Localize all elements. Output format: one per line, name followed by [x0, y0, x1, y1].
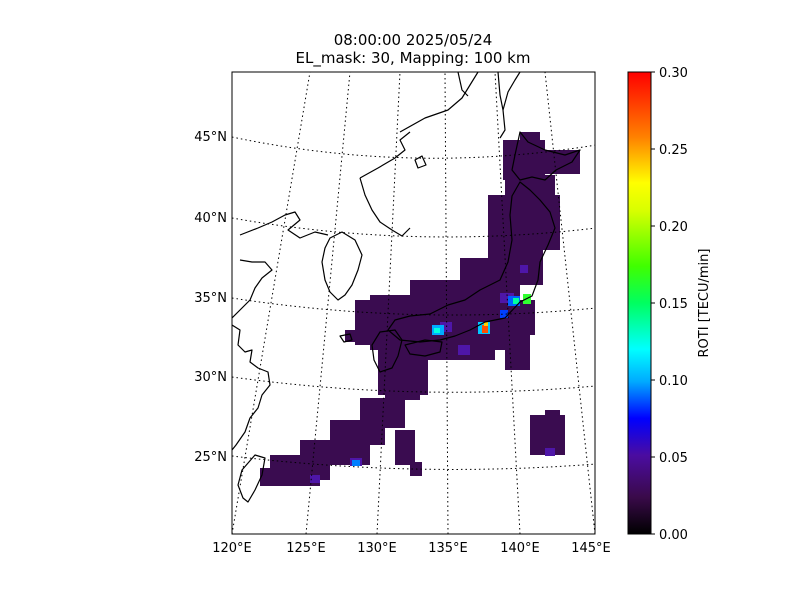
meridian-130e — [376, 72, 401, 534]
lon-tick-label: 130°E — [357, 541, 397, 556]
lon-tick-label: 135°E — [428, 541, 468, 556]
lon-tick-label: 120°E — [212, 541, 252, 556]
lon-tick-labels: 120°E 125°E 130°E 135°E 140°E 145°E — [212, 541, 611, 556]
parallel-25n — [232, 455, 595, 470]
colorbar-tick-label: 0.15 — [659, 297, 688, 312]
lat-tick-label: 25°N — [194, 450, 227, 465]
lon-tick-label: 145°E — [571, 541, 611, 556]
plot-title-time: 08:00:00 2025/05/24 — [333, 31, 493, 49]
lon-tick-label: 140°E — [500, 541, 540, 556]
roti-data-cells — [260, 132, 580, 486]
parallel-30n — [232, 376, 595, 393]
colorbar-tick-label: 0.30 — [659, 66, 688, 81]
meridian-125e — [305, 72, 351, 534]
colorbar-tick-label: 0.25 — [659, 143, 688, 158]
lon-tick-label: 125°E — [286, 541, 326, 556]
colorbar-gradient — [627, 71, 652, 535]
colorbar: 0.00 0.05 0.10 0.15 0.20 0.25 0.30 ROTI … — [627, 66, 712, 543]
colorbar-tick-label: 0.20 — [659, 220, 688, 235]
lat-tick-label: 30°N — [194, 370, 227, 385]
coastlines — [232, 72, 581, 503]
plot-title-settings: EL_mask: 30, Mapping: 100 km — [295, 49, 531, 67]
parallel-35n — [232, 297, 595, 316]
map-panel — [231, 71, 596, 535]
graticule — [232, 72, 595, 534]
lat-tick-label: 45°N — [194, 130, 227, 145]
meridian-140e — [494, 72, 521, 534]
meridian-120e — [232, 72, 311, 534]
parallel-40n — [232, 217, 595, 238]
colorbar-tick-label: 0.10 — [659, 374, 688, 389]
colorbar-tick-label: 0.05 — [659, 451, 688, 466]
meridian-135e — [444, 72, 449, 534]
map-frame — [231, 71, 596, 535]
lat-tick-label: 35°N — [194, 291, 227, 306]
colorbar-label: ROTI [TECU/min] — [697, 249, 712, 358]
colorbar-tick-label: 0.00 — [659, 528, 688, 543]
meridian-145e — [544, 72, 595, 534]
lat-tick-labels: 25°N 30°N 35°N 40°N 45°N — [194, 130, 227, 465]
lat-tick-label: 40°N — [194, 211, 227, 226]
